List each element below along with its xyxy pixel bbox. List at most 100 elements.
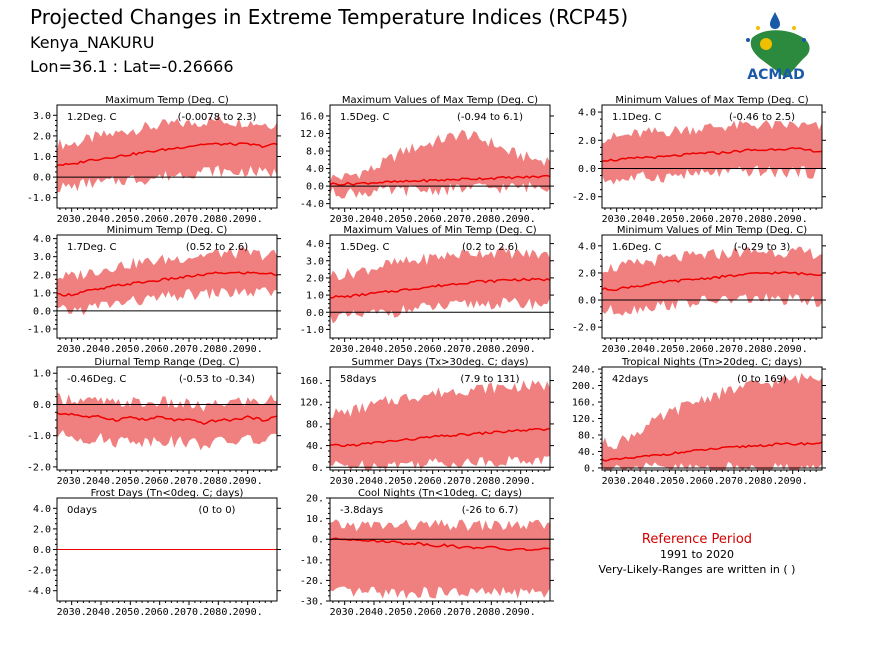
y-tick-label: 12.0 xyxy=(300,129,324,140)
y-tick-label: 4.0 xyxy=(33,504,51,515)
y-tick-label: 8.0 xyxy=(306,147,324,158)
x-tick-label: 2030. xyxy=(57,476,87,487)
x-tick-label: 2050. xyxy=(115,344,145,355)
x-tick-label: 2060. xyxy=(418,607,448,618)
y-tick-label: -30. xyxy=(300,597,324,608)
x-tick-label: 2050. xyxy=(115,214,145,225)
y-tick-label: -4.0 xyxy=(27,586,51,597)
x-tick-label: 2030. xyxy=(57,214,87,225)
y-tick-label: 0.0 xyxy=(578,296,596,307)
reference-period: 1991 to 2020 xyxy=(660,548,734,561)
y-tick-label: 1.0 xyxy=(33,288,51,299)
x-tick-label: 2040. xyxy=(86,476,116,487)
x-tick-label: 2070. xyxy=(174,344,204,355)
plot-frame xyxy=(601,104,823,209)
y-tick-label: 4.0 xyxy=(33,234,51,245)
x-tick-label: 2060. xyxy=(145,476,175,487)
y-tick-label: -20. xyxy=(300,576,324,587)
water-drop-icon xyxy=(770,12,780,29)
range-band xyxy=(602,246,822,316)
y-tick-label: 120. xyxy=(572,414,596,425)
x-tick-label: 2060. xyxy=(145,214,175,225)
x-tick-label: 2070. xyxy=(174,214,204,225)
chart-panel: -4.0 -2.0 0.0 2.0 4.0 2030. 2040. 2050. 2060. 207… xyxy=(27,488,281,618)
x-tick-label: 2050. xyxy=(660,476,690,487)
y-tick-label: 0. xyxy=(312,535,324,546)
y-tick-label: 1.0 xyxy=(33,152,51,163)
panel-title: Frost Days (Tn<0deg. C; days) xyxy=(91,488,244,499)
y-tick-label: 0.0 xyxy=(306,182,324,193)
x-tick-label: 2070. xyxy=(447,476,477,487)
likely-range: (0.2 to 2.6) xyxy=(462,242,518,253)
chart-panel: 0.40.80.120.160.200.240.2030. 2040. 2050. 2… xyxy=(572,357,826,487)
median-line xyxy=(56,412,278,426)
range-band xyxy=(330,380,550,470)
y-tick-label: 120. xyxy=(300,398,324,409)
y-tick-label: -2.0 xyxy=(27,566,51,577)
range-band xyxy=(57,114,277,193)
y-tick-label: 4.0 xyxy=(578,108,596,119)
panel-title: Summer Days (Tx>30deg. C; days) xyxy=(351,357,528,368)
chart-panel: -30. -20. -10. 0. 10. 20. 2030. 2040. 2050. 2060.… xyxy=(300,488,554,618)
range-band xyxy=(330,519,550,599)
x-tick-label: 2060. xyxy=(690,476,720,487)
x-tick-label: 2030. xyxy=(330,214,360,225)
x-tick-label: 2050. xyxy=(115,476,145,487)
change-value: 1.7Deg. C xyxy=(67,242,116,253)
x-tick-label: 2090. xyxy=(778,344,808,355)
plot-frame xyxy=(329,104,551,209)
y-tick-label: 40. xyxy=(306,441,324,452)
x-tick-label: 2080. xyxy=(748,344,778,355)
x-tick-label: 2040. xyxy=(86,214,116,225)
y-tick-label: 1.0 xyxy=(33,369,51,380)
y-tick-label: 200. xyxy=(572,381,596,392)
x-tick-label: 2040. xyxy=(86,607,116,618)
plot-frame xyxy=(56,366,278,471)
location-label: Kenya_NAKURU xyxy=(30,33,154,53)
change-value: 1.5Deg. C xyxy=(340,112,389,123)
median-line xyxy=(601,441,823,462)
y-tick-label: -2.0 xyxy=(572,192,596,203)
reference-legend: Reference Period 1991 to 2020 Very-Likel… xyxy=(599,532,796,576)
reference-title: Reference Period xyxy=(642,532,752,547)
x-tick-label: 2050. xyxy=(660,214,690,225)
x-tick-label: 2080. xyxy=(203,607,233,618)
x-tick-label: 2090. xyxy=(778,476,808,487)
change-value: 1.2Deg. C xyxy=(67,112,116,123)
y-tick-label: 2.0 xyxy=(33,524,51,535)
y-tick-label: 80. xyxy=(306,419,324,430)
plot-frame xyxy=(56,234,278,339)
median-line xyxy=(329,277,551,299)
x-tick-label: 2070. xyxy=(719,476,749,487)
x-tick-label: 2080. xyxy=(203,476,233,487)
change-value: 1.6Deg. C xyxy=(612,242,661,253)
y-tick-label: 2.0 xyxy=(306,273,324,284)
chart-panel: 0. 40. 80. 120. 160. 2030. 2040. 2050. 2060. 2070… xyxy=(300,357,554,487)
x-tick-label: 2050. xyxy=(388,214,418,225)
y-tick-label: 10. xyxy=(306,514,324,525)
panel-title: Minimum Values of Min Temp (Deg. C) xyxy=(617,225,807,236)
x-tick-label: 2040. xyxy=(631,214,661,225)
chart-panel: -1.0 0.0 1.0 2.0 3.0 2030. 2040. 2050. 2060. 2070… xyxy=(27,95,281,225)
x-tick-label: 2090. xyxy=(506,607,536,618)
x-tick-label: 2040. xyxy=(359,344,389,355)
y-tick-label: 2.0 xyxy=(578,268,596,279)
panel-title: Cool Nights (Tn<10deg. C; days) xyxy=(358,488,522,499)
x-tick-label: 2070. xyxy=(174,476,204,487)
x-tick-label: 2060. xyxy=(418,214,448,225)
x-tick-label: 2070. xyxy=(447,214,477,225)
x-tick-label: 2090. xyxy=(778,214,808,225)
x-tick-label: 2040. xyxy=(86,344,116,355)
x-tick-label: 2070. xyxy=(719,344,749,355)
y-tick-label: 0.0 xyxy=(578,164,596,175)
y-tick-label: 16.0 xyxy=(300,111,324,122)
y-tick-label: -1.0 xyxy=(27,193,51,204)
likely-range: (7.9 to 131) xyxy=(460,374,519,385)
change-value: 1.1Deg. C xyxy=(612,112,661,123)
y-tick-label: 160. xyxy=(300,376,324,387)
change-value: 42days xyxy=(612,374,648,385)
y-tick-label: 2.0 xyxy=(578,136,596,147)
